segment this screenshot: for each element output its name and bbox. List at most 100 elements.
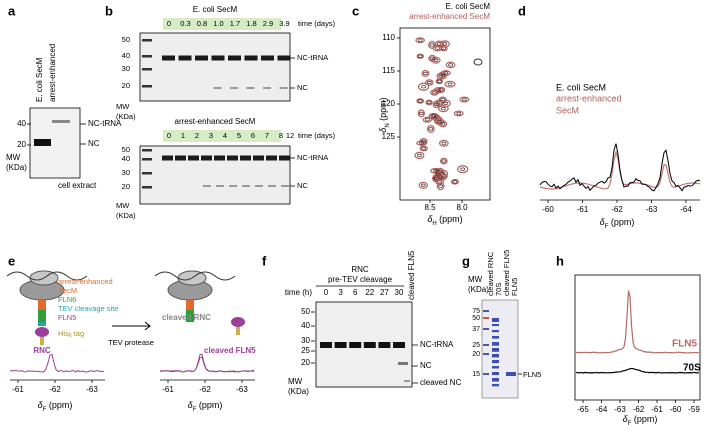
- axis-label: δH (ppm): [427, 214, 462, 226]
- peak: [428, 54, 437, 62]
- peak: [461, 97, 467, 102]
- band: [162, 55, 175, 61]
- label: (KDa): [288, 387, 309, 396]
- band: [214, 155, 225, 161]
- label: 15: [472, 371, 480, 378]
- time-strip: [163, 18, 281, 30]
- peak: [414, 151, 425, 160]
- peak: [423, 71, 428, 76]
- label: 3.9: [279, 19, 289, 28]
- peak: [438, 139, 449, 147]
- label: 50: [301, 307, 310, 316]
- subscript: F: [43, 407, 47, 413]
- peak: [439, 40, 450, 48]
- ladder-band: [142, 172, 152, 175]
- label: 50: [122, 145, 130, 154]
- peak: [436, 182, 445, 191]
- label: 0.3: [180, 19, 190, 28]
- label: NC: [297, 181, 308, 190]
- band: [492, 324, 499, 327]
- peak: [421, 85, 426, 89]
- label: 3: [338, 288, 343, 297]
- band: [195, 55, 208, 61]
- band: [492, 348, 499, 352]
- label: cleaved RNC: [486, 251, 495, 296]
- peak: [431, 113, 441, 122]
- label: -61: [162, 385, 174, 394]
- band: [230, 87, 238, 89]
- label: -65: [577, 405, 589, 414]
- band: [492, 342, 499, 346]
- band: [492, 354, 499, 358]
- band: [349, 342, 362, 348]
- band: [178, 55, 192, 61]
- label: NC: [88, 139, 100, 148]
- label: RNC: [33, 346, 51, 355]
- label: 27: [380, 288, 389, 297]
- band: [216, 185, 224, 187]
- his-tag: [40, 337, 44, 345]
- band: [268, 185, 276, 187]
- band: [398, 362, 408, 365]
- label: TEV protease: [108, 338, 154, 347]
- peak: [441, 141, 447, 145]
- ladder-band: [142, 149, 152, 152]
- peak: [453, 110, 464, 117]
- peak: [417, 109, 425, 118]
- band: [227, 155, 238, 161]
- band: [52, 120, 70, 123]
- label: 20: [17, 140, 26, 149]
- axis-label: δN (ppm): [378, 97, 390, 132]
- unit: (ppm): [46, 400, 72, 410]
- peak: [439, 157, 448, 165]
- label: 25: [472, 342, 480, 349]
- peak: [425, 79, 434, 86]
- panel-label: b: [105, 3, 113, 18]
- band: [378, 342, 391, 348]
- peak: [416, 53, 425, 59]
- peak: [429, 43, 435, 47]
- band: [246, 87, 255, 89]
- mrna: [154, 271, 236, 281]
- label: NC: [420, 361, 432, 370]
- symbol: δ: [600, 217, 606, 227]
- peak: [417, 82, 430, 91]
- band: [492, 336, 499, 339]
- label: arrest-enhanced: [556, 93, 622, 103]
- panel-label: h: [556, 253, 564, 268]
- label: time (h): [285, 288, 312, 297]
- label: pre-TEV cleavage: [328, 275, 393, 284]
- label: -60: [670, 405, 682, 414]
- peak: [442, 42, 448, 46]
- plot-frame: [574, 274, 701, 401]
- label: 5: [237, 131, 241, 140]
- label: 1.0: [213, 19, 223, 28]
- band: [229, 185, 237, 187]
- label: cleaved FLN5: [407, 250, 416, 300]
- band: [404, 380, 410, 382]
- band: [320, 342, 332, 348]
- label: time (days): [298, 19, 336, 28]
- label: -59: [688, 405, 700, 414]
- peak: [439, 45, 448, 52]
- peak: [457, 165, 469, 174]
- band: [240, 155, 251, 161]
- trace: [575, 367, 700, 374]
- label: 4: [223, 131, 227, 140]
- peak: [436, 88, 441, 92]
- band: [363, 342, 376, 348]
- subscript: F: [193, 407, 197, 413]
- label: 40: [17, 119, 26, 128]
- band: [175, 155, 186, 161]
- label: E. coli SecM: [446, 2, 491, 11]
- peak: [438, 184, 443, 188]
- subscript: H: [432, 221, 436, 227]
- label: 110: [382, 33, 395, 42]
- unit: (ppm): [608, 217, 634, 227]
- band: [492, 378, 499, 382]
- peak: [417, 54, 423, 58]
- symbol: δ: [38, 400, 44, 410]
- peak: [419, 137, 428, 145]
- ladder-band: [483, 344, 489, 346]
- unit: (ppm): [437, 214, 463, 224]
